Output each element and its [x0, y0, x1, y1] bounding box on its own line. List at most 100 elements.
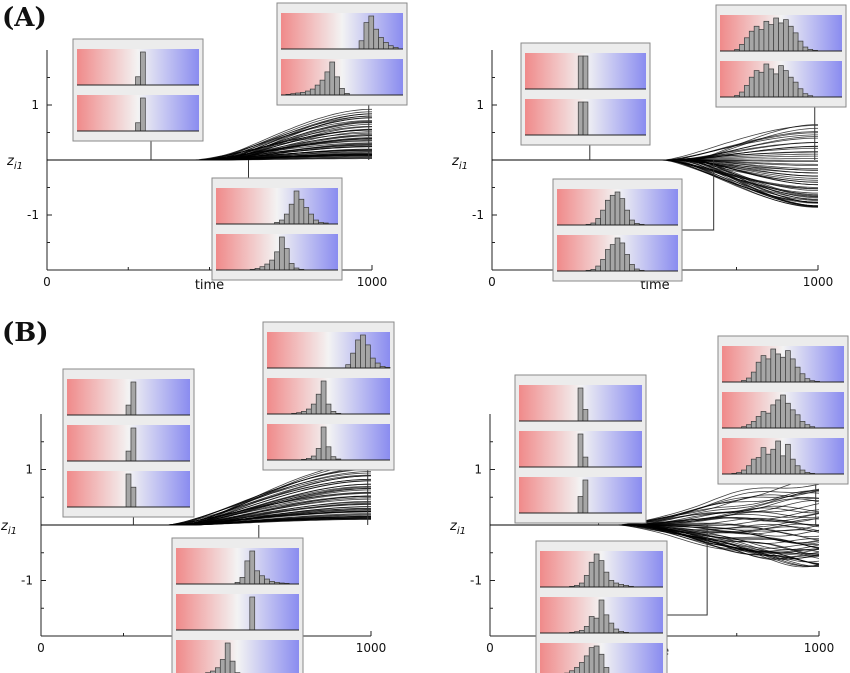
- histogram-inset: [276, 2, 408, 160]
- histogram-bar: [768, 68, 775, 98]
- histogram-bar: [577, 101, 584, 136]
- histogram-inset: [514, 374, 647, 525]
- histogram-bar: [583, 655, 590, 673]
- trajectory-line: [490, 483, 820, 526]
- histogram-bar: [315, 393, 322, 415]
- histogram-bar: [310, 455, 317, 461]
- histogram-bar: [259, 575, 265, 585]
- histogram-inset: [552, 160, 715, 282]
- histogram-bar: [783, 70, 789, 98]
- histogram-bar: [368, 15, 375, 50]
- histogram-inset: [262, 321, 395, 525]
- histogram-bar: [775, 399, 781, 429]
- histogram-bar: [369, 357, 376, 369]
- histogram-bar: [303, 207, 310, 225]
- histogram-bar: [288, 263, 295, 271]
- x-tick-label: 0: [486, 641, 494, 655]
- histogram-bar: [308, 213, 314, 225]
- histogram-bar: [293, 190, 300, 225]
- histogram-bar: [577, 387, 584, 422]
- histogram-bar: [598, 560, 605, 588]
- inset-connector: [682, 160, 715, 231]
- histogram-bar: [614, 191, 621, 226]
- histogram-bar: [374, 362, 381, 369]
- histogram-bar: [603, 667, 610, 673]
- histogram-bar: [313, 219, 319, 225]
- histogram-bar: [755, 416, 762, 429]
- histogram-bar: [794, 414, 801, 429]
- histogram-bar: [130, 427, 137, 462]
- histogram-bar: [310, 403, 317, 415]
- histogram-bar: [794, 366, 801, 383]
- histogram-bar: [383, 42, 389, 50]
- histogram-bar: [629, 264, 635, 272]
- histogram-bar: [309, 88, 316, 96]
- histogram-bar: [799, 373, 806, 383]
- histogram-bar: [789, 358, 796, 383]
- histogram-bar: [755, 457, 762, 475]
- histogram-bar: [140, 97, 146, 132]
- histogram-bar: [792, 81, 799, 98]
- histogram-bar: [609, 194, 616, 226]
- histogram-bar: [588, 647, 595, 673]
- histogram-bar: [605, 199, 611, 226]
- histogram-bar: [125, 473, 132, 508]
- y-tick-label: 1: [25, 463, 33, 477]
- trajectory-line: [492, 155, 818, 161]
- histogram-bar: [582, 409, 589, 422]
- histogram-bar: [593, 553, 600, 588]
- histogram-bar: [768, 24, 775, 52]
- y-tick-label: -1: [27, 208, 39, 222]
- histogram-bar: [746, 465, 752, 475]
- histogram-bar: [739, 91, 745, 98]
- histogram-bar: [778, 65, 784, 98]
- histogram-bar: [773, 17, 779, 52]
- histogram-bar: [588, 561, 595, 588]
- histogram-bar: [609, 244, 616, 272]
- histogram-bar: [320, 426, 327, 461]
- histogram-bar: [135, 122, 141, 132]
- histogram-bar: [130, 381, 137, 416]
- histogram-bar: [288, 203, 295, 225]
- histogram-inset: [211, 160, 343, 281]
- histogram-bar: [577, 433, 584, 468]
- histogram-bar: [598, 653, 605, 673]
- y-tick-label: -1: [470, 574, 482, 588]
- histogram-inset: [171, 525, 304, 673]
- histogram-bar: [125, 404, 132, 416]
- y-axis-title: zi1: [451, 154, 468, 172]
- histogram-bar: [763, 20, 770, 52]
- histogram-bar: [763, 63, 770, 98]
- trajectory-group: [492, 124, 819, 208]
- histogram-bar: [750, 421, 757, 429]
- histogram-bar: [758, 29, 765, 52]
- histogram-bar: [613, 628, 620, 634]
- histogram-bar: [799, 421, 806, 429]
- histogram-gradient: [176, 640, 299, 673]
- histogram-bar: [582, 479, 589, 514]
- histogram-bar: [582, 101, 589, 136]
- histogram-bar: [583, 575, 590, 588]
- histogram-bar: [775, 440, 781, 475]
- histogram-bar: [765, 358, 772, 383]
- histogram-bar: [210, 670, 216, 673]
- histogram-gradient: [216, 188, 338, 224]
- histogram-bar: [608, 580, 615, 588]
- histogram-bar: [753, 25, 760, 52]
- histogram-bar: [229, 660, 236, 673]
- histogram-bar: [624, 209, 630, 226]
- histogram-bar: [593, 617, 600, 634]
- histogram-bar: [778, 22, 784, 52]
- inset-connector: [667, 525, 708, 616]
- histogram-bar: [603, 614, 610, 634]
- trajectory-line: [492, 147, 818, 161]
- histogram-bar: [224, 642, 231, 673]
- histogram-bar: [239, 577, 246, 585]
- histogram-bar: [619, 242, 626, 272]
- histogram-bar: [794, 465, 801, 475]
- trajectory-group: [41, 462, 372, 526]
- trajectory-line: [41, 462, 372, 526]
- x-axis-title: time: [640, 278, 669, 293]
